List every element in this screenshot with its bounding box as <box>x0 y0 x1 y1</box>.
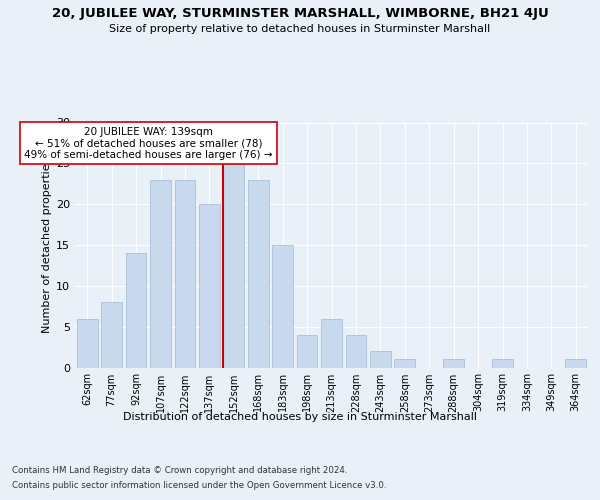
Bar <box>296 335 317 368</box>
Text: Size of property relative to detached houses in Sturminster Marshall: Size of property relative to detached ho… <box>109 24 491 34</box>
Bar <box>199 204 220 368</box>
Text: Contains HM Land Registry data © Crown copyright and database right 2024.: Contains HM Land Registry data © Crown c… <box>12 466 347 475</box>
Bar <box>492 360 513 368</box>
Bar <box>272 245 293 368</box>
Bar <box>175 180 196 368</box>
Text: 20 JUBILEE WAY: 139sqm
← 51% of detached houses are smaller (78)
49% of semi-det: 20 JUBILEE WAY: 139sqm ← 51% of detached… <box>24 126 272 160</box>
Bar <box>565 360 586 368</box>
Bar <box>150 180 171 368</box>
Text: 20, JUBILEE WAY, STURMINSTER MARSHALL, WIMBORNE, BH21 4JU: 20, JUBILEE WAY, STURMINSTER MARSHALL, W… <box>52 8 548 20</box>
Bar <box>321 318 342 368</box>
Bar <box>77 318 98 368</box>
Bar <box>125 253 146 368</box>
Y-axis label: Number of detached properties: Number of detached properties <box>42 158 52 332</box>
Bar <box>101 302 122 368</box>
Bar <box>346 335 367 368</box>
Text: Contains public sector information licensed under the Open Government Licence v3: Contains public sector information licen… <box>12 481 386 490</box>
Bar <box>443 360 464 368</box>
Bar <box>248 180 269 368</box>
Bar <box>223 164 244 368</box>
Bar <box>394 360 415 368</box>
Bar <box>370 351 391 368</box>
Text: Distribution of detached houses by size in Sturminster Marshall: Distribution of detached houses by size … <box>123 412 477 422</box>
